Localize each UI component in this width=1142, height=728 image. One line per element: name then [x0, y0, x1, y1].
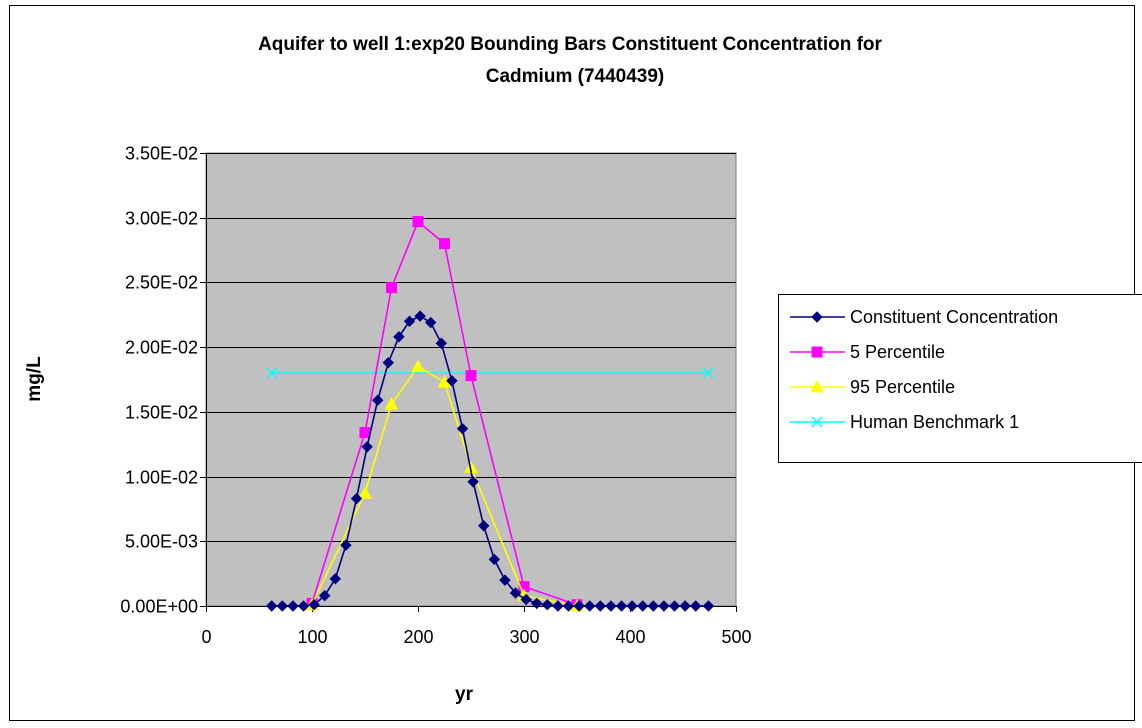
- series-0-point-2: [287, 600, 299, 612]
- series-1-point-1: [359, 427, 371, 439]
- series-line-2: [311, 365, 578, 607]
- legend-item-0: Constituent Concentration: [790, 307, 1058, 327]
- y-tick-label-4: 2.00E-02: [125, 338, 198, 358]
- series-1-point-4: [439, 238, 450, 250]
- series-0-point-29: [573, 600, 585, 612]
- series-0-point-11: [382, 356, 395, 369]
- series-0: [266, 310, 715, 612]
- series-0-point-3: [297, 600, 310, 612]
- series-0-point-18: [456, 422, 469, 435]
- series-0-point-37: [658, 600, 670, 612]
- series-0-point-39: [679, 600, 691, 612]
- series-0-point-6: [329, 573, 342, 585]
- series-0-point-4: [308, 598, 320, 611]
- series-0-point-16: [435, 337, 448, 349]
- series-1-point-5: [465, 370, 477, 382]
- series-0-point-14: [414, 310, 426, 322]
- legend-marker-0: [811, 311, 823, 323]
- series-0-point-38: [668, 600, 681, 612]
- series-0-point-41: [702, 600, 715, 612]
- series-0-point-20: [478, 520, 490, 532]
- series-0-point-10: [372, 394, 384, 406]
- y-tick-label-0: 0.00E+00: [120, 597, 198, 617]
- y-tick-label-2: 1.00E-02: [125, 468, 198, 488]
- series-0-point-33: [615, 600, 628, 612]
- series-0-point-27: [552, 600, 564, 612]
- series-0-point-17: [446, 375, 458, 387]
- series-0-point-25: [531, 597, 543, 610]
- series-0-point-36: [647, 600, 660, 612]
- series-3-point-1: [702, 367, 714, 379]
- legend-marker-3: [811, 416, 823, 428]
- series-0-point-26: [541, 598, 554, 611]
- series-0-point-21: [488, 553, 501, 566]
- series-line-1: [311, 220, 578, 606]
- x-tick-label-1: 100: [297, 627, 327, 647]
- series-3: [266, 367, 714, 379]
- series-0-point-12: [393, 331, 405, 343]
- series-0-point-8: [350, 492, 363, 505]
- x-tick-label-2: 200: [403, 627, 433, 647]
- series-0-point-0: [266, 600, 278, 612]
- x-tick-label-3: 300: [509, 627, 539, 647]
- legend-label-2: 95 Percentile: [850, 377, 955, 397]
- y-tick-label-1: 5.00E-03: [125, 532, 198, 552]
- series-3-point-0: [266, 367, 278, 379]
- x-axis-ticks: 0 100 200 300 400 500: [201, 606, 752, 647]
- x-tick-label-4: 400: [615, 627, 645, 647]
- series-1-point-3: [412, 216, 424, 228]
- series-2-point-2: [384, 397, 399, 410]
- series-0-point-30: [584, 600, 596, 612]
- chart-title-line-1: Aquifer to well 1:exp20 Bounding Bars Co…: [258, 34, 882, 55]
- x-tick-label-0: 0: [201, 627, 211, 647]
- legend-label-0: Constituent Concentration: [850, 307, 1058, 327]
- series-0-point-7: [340, 539, 352, 551]
- x-tick-label-5: 500: [721, 627, 751, 647]
- legend-marker-1: [811, 346, 823, 358]
- series-0-point-13: [403, 315, 416, 327]
- series-0-point-34: [626, 600, 638, 612]
- series-0-point-9: [361, 441, 373, 453]
- legend-marker-2: [810, 379, 824, 393]
- legend-item-3: Human Benchmark 1: [790, 412, 1019, 432]
- y-tick-label-7: 3.50E-02: [125, 144, 198, 164]
- x-axis-title: yr: [455, 684, 474, 705]
- series-0-point-31: [594, 600, 607, 612]
- series-layer: [266, 216, 715, 612]
- legend-label-3: Human Benchmark 1: [850, 412, 1019, 432]
- legend-item-1: 5 Percentile: [790, 342, 945, 362]
- y-axis-title: mg/L: [24, 356, 45, 402]
- series-0-point-28: [562, 600, 575, 612]
- chart-title-line-2: Cadmium (7440439): [486, 66, 664, 87]
- series-0-point-24: [520, 593, 532, 606]
- series-0-point-40: [690, 600, 702, 612]
- series-2-point-3: [411, 359, 425, 373]
- series-0-point-15: [425, 316, 437, 329]
- y-tick-label-3: 1.50E-02: [125, 403, 198, 423]
- series-0-point-1: [276, 600, 289, 612]
- series-1-point-2: [386, 282, 397, 294]
- series-0-point-22: [499, 574, 511, 586]
- y-axis-ticks: 0.00E+00 5.00E-03 1.00E-02 1.50E-02 2.00E-02…: [120, 144, 206, 617]
- legend: Constituent Concentration 5 Percentile 95 …: [778, 294, 1142, 463]
- legend-label-1: 5 Percentile: [850, 342, 945, 362]
- series-0-point-32: [605, 600, 617, 612]
- series-0-point-35: [637, 600, 649, 612]
- series-2-point-1: [358, 486, 372, 499]
- gridlines: [206, 153, 736, 542]
- legend-box: [778, 294, 1142, 463]
- series-0-point-19: [467, 476, 479, 488]
- legend-item-2: 95 Percentile: [790, 377, 955, 397]
- y-tick-label-6: 3.00E-02: [125, 209, 198, 229]
- series-0-point-5: [319, 589, 331, 602]
- y-tick-label-5: 2.50E-02: [125, 273, 198, 293]
- series-0-point-23: [509, 587, 522, 599]
